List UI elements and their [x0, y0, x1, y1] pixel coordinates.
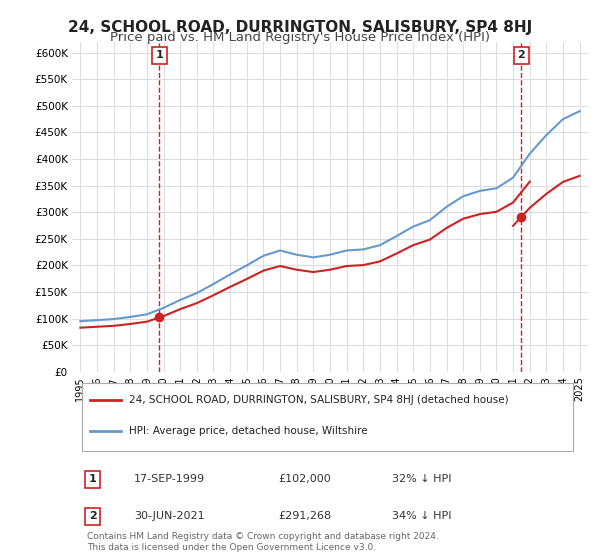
Text: £291,268: £291,268: [278, 511, 332, 521]
Text: 32% ↓ HPI: 32% ↓ HPI: [392, 474, 451, 484]
Text: 1: 1: [155, 50, 163, 60]
Text: 30-JUN-2021: 30-JUN-2021: [134, 511, 205, 521]
Text: Price paid vs. HM Land Registry's House Price Index (HPI): Price paid vs. HM Land Registry's House …: [110, 31, 490, 44]
Text: £102,000: £102,000: [278, 474, 331, 484]
Text: 17-SEP-1999: 17-SEP-1999: [134, 474, 205, 484]
Text: 2: 2: [89, 511, 97, 521]
Text: HPI: Average price, detached house, Wiltshire: HPI: Average price, detached house, Wilt…: [129, 426, 367, 436]
Text: 24, SCHOOL ROAD, DURRINGTON, SALISBURY, SP4 8HJ: 24, SCHOOL ROAD, DURRINGTON, SALISBURY, …: [68, 20, 532, 35]
Text: 2: 2: [518, 50, 525, 60]
FancyBboxPatch shape: [82, 383, 572, 451]
Text: 1: 1: [89, 474, 97, 484]
Text: 24, SCHOOL ROAD, DURRINGTON, SALISBURY, SP4 8HJ (detached house): 24, SCHOOL ROAD, DURRINGTON, SALISBURY, …: [129, 395, 508, 404]
Text: Contains HM Land Registry data © Crown copyright and database right 2024.
This d: Contains HM Land Registry data © Crown c…: [88, 532, 439, 552]
Text: 34% ↓ HPI: 34% ↓ HPI: [392, 511, 451, 521]
